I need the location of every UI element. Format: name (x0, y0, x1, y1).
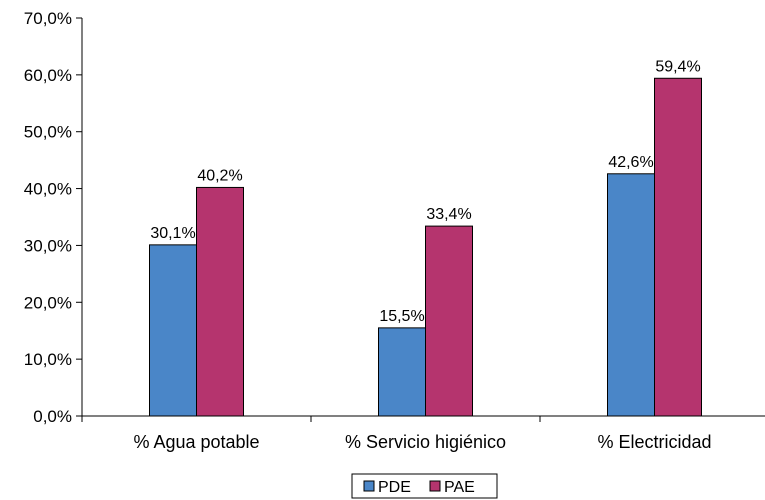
legend-swatch-pae (429, 480, 441, 492)
bar-pde (607, 173, 655, 417)
y-tick-label: 60,0% (24, 66, 72, 85)
data-label: 30,1% (150, 225, 195, 242)
bar-pae (196, 186, 244, 417)
legend-box (351, 473, 498, 499)
legend-label-pde: PDE (378, 479, 411, 496)
data-label: 33,4% (426, 206, 471, 223)
data-label: 59,4% (655, 58, 700, 75)
x-category-label: % Agua potable (133, 432, 259, 452)
x-category-label: % Electricidad (597, 432, 711, 452)
y-tick-label: 70,0% (24, 9, 72, 28)
y-tick-label: 30,0% (24, 236, 72, 255)
legend-label-pae: PAE (444, 479, 475, 496)
y-tick-label: 0,0% (33, 407, 72, 426)
y-tick-label: 40,0% (24, 180, 72, 199)
x-category-label: % Servicio higiénico (345, 432, 506, 452)
x-axis: % Agua potable % Servicio higiénico % Elec… (81, 415, 765, 452)
bar-pae (425, 225, 473, 417)
bar-pae (654, 77, 702, 417)
data-label: 42,6% (608, 154, 653, 171)
y-tick-label: 50,0% (24, 123, 72, 142)
y-axis: 0,0% 10,0% 20,0% 30,0% 40,0% 50,0% 60,0% 70,0% (24, 9, 83, 426)
y-tick-label: 20,0% (24, 293, 72, 312)
y-tick-label: 10,0% (24, 350, 72, 369)
bar-pde (149, 244, 197, 417)
legend-swatch-pde (363, 480, 375, 492)
bar-pde (378, 327, 426, 417)
data-label: 15,5% (379, 308, 424, 325)
bars: 30,1% 40,2% 15,5% 33,4% 42,6% 59,4% (149, 58, 702, 417)
data-label: 40,2% (197, 167, 242, 184)
legend: PDE PAE (351, 473, 498, 499)
